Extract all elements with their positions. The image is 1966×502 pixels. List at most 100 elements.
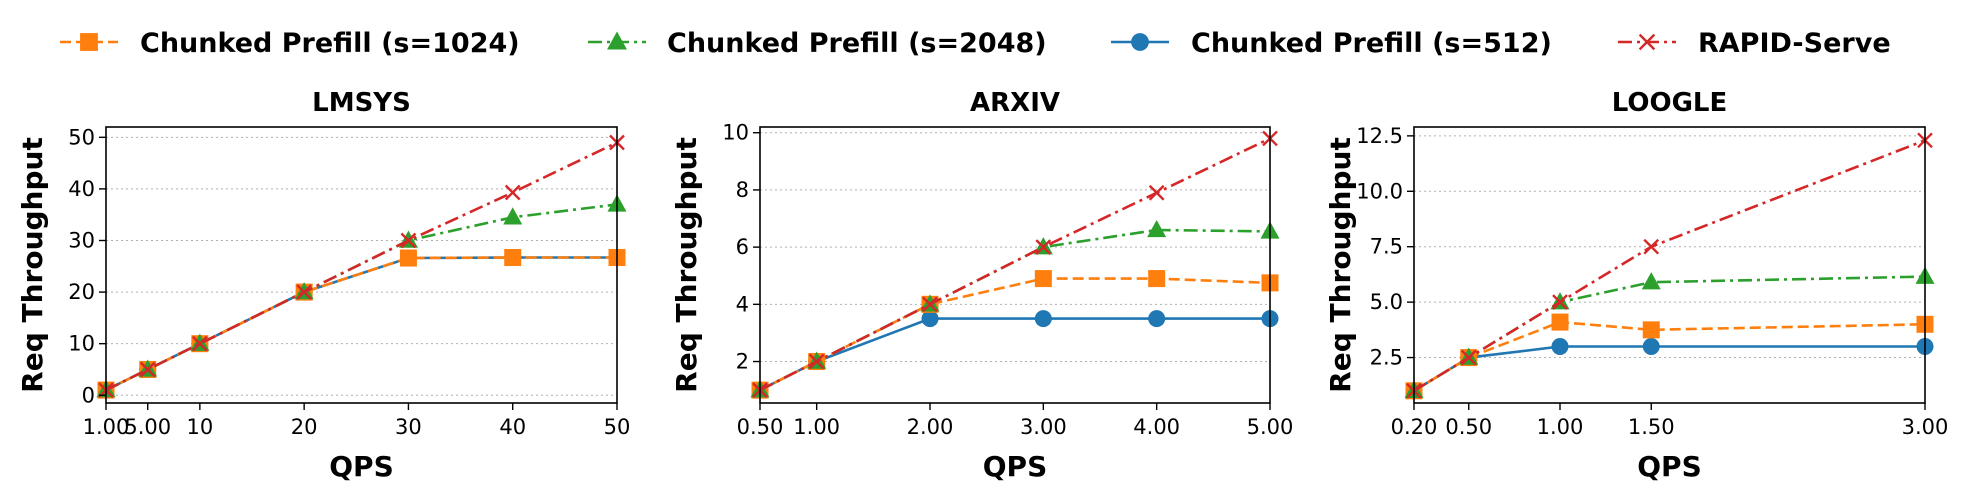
legend-marker-x-icon <box>1638 33 1656 51</box>
x-axis-label: QPS <box>1637 450 1702 483</box>
series-line <box>1413 345 1925 392</box>
x-tick-label: 0.20 <box>1391 415 1438 439</box>
data-point-x <box>192 335 208 352</box>
legend: Chunked Prefill (s=1024) Chunked Prefill … <box>60 28 1891 59</box>
series-chunked-prefill-s-512 <box>97 249 626 399</box>
x-tick-label: 2.00 <box>907 415 954 439</box>
x-tick-label: 5.00 <box>124 415 171 439</box>
y-tick-label: 5.0 <box>1370 290 1403 314</box>
data-point-circle <box>1034 310 1052 328</box>
data-point-circle <box>1148 310 1166 328</box>
series-line <box>759 228 1271 392</box>
y-tick-label: 12.5 <box>1356 124 1403 148</box>
x-tick-label: 10 <box>186 415 213 439</box>
series-rapid-serve <box>98 134 625 398</box>
x-tick-label: 20 <box>291 415 318 439</box>
y-tick-label: 40 <box>68 177 95 201</box>
y-tick-label: 10 <box>68 332 95 356</box>
x-tick-label: 0.50 <box>737 415 784 439</box>
series-chunked-prefill-s-1024 <box>97 249 626 399</box>
chart-title: ARXIV <box>970 88 1060 118</box>
y-tick-label: 30 <box>68 228 95 252</box>
data-point-x <box>1148 184 1165 201</box>
data-point-square <box>1551 313 1569 331</box>
y-axis-label: Req Throughput <box>16 137 49 393</box>
legend-marker-circle-icon <box>1131 33 1149 51</box>
legend-item-chunked-prefill-s-512: Chunked Prefill (s=512) <box>1111 28 1552 59</box>
y-tick-label: 2.5 <box>1370 346 1403 370</box>
data-point-x <box>808 353 825 370</box>
data-point-square <box>504 249 522 267</box>
y-tick-label: 10.0 <box>1356 179 1403 203</box>
data-point-x <box>504 184 521 201</box>
data-point-x <box>139 361 156 378</box>
series-chunked-prefill-s-512 <box>751 310 1279 399</box>
legend-marker-triangle-icon <box>607 31 627 50</box>
legend-marker-square-icon <box>80 33 98 51</box>
data-point-triangle <box>1147 219 1167 238</box>
x-tick-label: 5.00 <box>1247 415 1294 439</box>
data-point-square <box>1148 270 1166 288</box>
chart-lmsys: 0 10 20 30 40 50 1.005.00 10 20 30 40 50 LMSYS QPS Req… <box>16 88 630 483</box>
series-line <box>759 277 1271 392</box>
series-rapid-serve <box>1406 132 1933 399</box>
y-axis-label: Req Throughput <box>1324 137 1357 393</box>
plot-frame <box>759 126 1271 404</box>
series-line <box>1413 139 1926 392</box>
data-point-circle <box>921 310 939 328</box>
series-line <box>105 256 617 392</box>
x-axis-label: QPS <box>983 450 1048 483</box>
legend-item-chunked-prefill-s-1024: Chunked Prefill (s=1024) <box>60 28 520 59</box>
data-point-triangle <box>503 207 523 225</box>
series-rapid-serve <box>752 130 1278 398</box>
y-axis-label: Req Throughput <box>670 137 703 393</box>
legend-item-rapid-serve: RAPID-Serve <box>1618 28 1891 59</box>
x-tick-label: 1.00 <box>793 415 840 439</box>
data-point-x <box>400 232 417 249</box>
data-point-x <box>922 296 938 313</box>
x-tick-label: 1.00 <box>83 415 130 439</box>
series-chunked-prefill-s-1024 <box>751 270 1279 399</box>
y-tick-label: 20 <box>68 280 95 304</box>
chart-arxiv: 2 4 6 8 10 0.50 1.00 2.00 3.00 4.00 5.00 ARXIV QPS Re… <box>670 88 1293 483</box>
y-tick-label: 7.5 <box>1370 235 1403 259</box>
series-line <box>759 137 1271 392</box>
y-tick-label: 50 <box>68 125 95 149</box>
x-axis-label: QPS <box>329 450 394 483</box>
y-tick-label: 10 <box>722 121 749 145</box>
chart-loogle: 2.5 5.0 7.5 10.0 12.5 0.20 0.50 1.00 1.50 3.00 LOO… <box>1324 88 1948 483</box>
data-point-square <box>1034 270 1052 288</box>
data-point-x <box>1460 349 1477 366</box>
y-tick-label: 8 <box>736 178 749 202</box>
data-point-circle <box>1551 337 1569 355</box>
x-tick-label: 1.50 <box>1628 415 1675 439</box>
data-point-square <box>399 249 417 267</box>
x-tick-label: 30 <box>395 415 422 439</box>
y-tick-label: 4 <box>736 292 749 316</box>
legend-label: RAPID-Serve <box>1698 28 1891 59</box>
y-tick-label: 6 <box>736 235 749 259</box>
data-point-x <box>1643 238 1660 255</box>
series-chunked-prefill-s-2048 <box>96 194 627 398</box>
data-point-x <box>296 284 312 300</box>
x-tick-label: 50 <box>604 415 631 439</box>
plot-frame <box>1413 126 1926 404</box>
data-point-triangle <box>1641 272 1661 290</box>
data-point-x <box>1552 294 1568 310</box>
x-tick-label: 3.00 <box>1020 415 1067 439</box>
chart-title: LMSYS <box>312 88 411 118</box>
data-point-x <box>1035 239 1052 255</box>
series-line <box>1413 320 1926 392</box>
series-line <box>105 256 617 392</box>
x-tick-label: 1.00 <box>1537 415 1584 439</box>
plot-frame <box>105 126 618 404</box>
series-line <box>105 141 618 392</box>
legend-label: Chunked Prefill (s=2048) <box>667 28 1047 59</box>
series-chunked-prefill-s-2048 <box>750 219 1280 398</box>
data-point-square <box>1642 321 1660 339</box>
series-chunked-prefill-s-2048 <box>1404 266 1935 399</box>
data-point-circle <box>1642 337 1660 355</box>
x-tick-label: 4.00 <box>1133 415 1180 439</box>
